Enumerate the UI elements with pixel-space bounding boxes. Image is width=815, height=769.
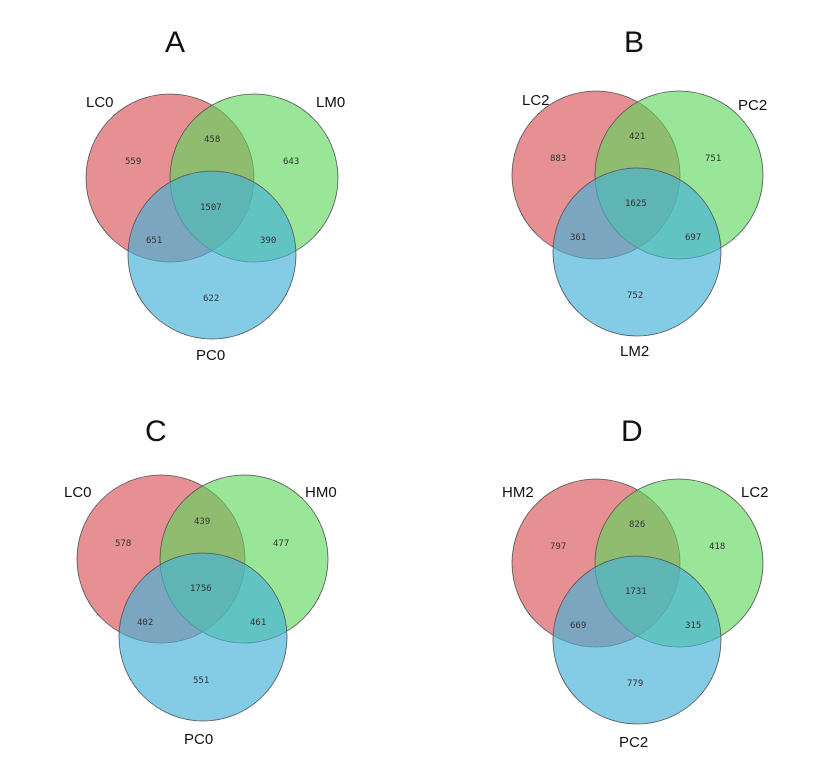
count-1-2: 421 bbox=[629, 132, 645, 142]
set-label-1: LC0 bbox=[86, 94, 114, 111]
set-label-3: PC2 bbox=[619, 734, 648, 751]
set-label-1: LC2 bbox=[522, 92, 550, 109]
count-2-3: 390 bbox=[260, 236, 276, 246]
panel-letter-d: D bbox=[621, 415, 643, 448]
count-2-3: 697 bbox=[685, 233, 701, 243]
count-2-3: 315 bbox=[685, 621, 701, 631]
set-label-2: HM0 bbox=[305, 484, 337, 501]
count-only-2: 477 bbox=[273, 539, 289, 549]
count-only-2: 418 bbox=[709, 542, 725, 552]
set-label-3: PC0 bbox=[196, 347, 225, 364]
set-label-3: LM2 bbox=[620, 343, 649, 360]
count-only-2: 643 bbox=[283, 157, 299, 167]
count-only-1: 797 bbox=[550, 542, 566, 552]
venn-panel-a: A LC0 LM0 PC0 559 643 622 458 651 390 15… bbox=[85, 26, 345, 364]
count-only-1: 883 bbox=[550, 154, 566, 164]
count-1-2: 439 bbox=[194, 517, 210, 527]
set-label-3: PC0 bbox=[184, 731, 213, 748]
set-label-1: LC0 bbox=[64, 484, 92, 501]
count-1-2: 458 bbox=[204, 135, 220, 145]
venn-panel-c: C LC0 HM0 PC0 578 477 551 439 402 461 17… bbox=[64, 415, 337, 748]
panel-letter-a: A bbox=[165, 26, 185, 59]
count-1-3: 669 bbox=[570, 621, 586, 631]
set-circle-pc0 bbox=[118, 552, 288, 722]
count-only-2: 751 bbox=[705, 154, 721, 164]
count-all: 1731 bbox=[625, 587, 647, 597]
set-circle-lm2 bbox=[552, 167, 722, 337]
count-all: 1507 bbox=[200, 203, 222, 213]
count-only-1: 559 bbox=[125, 157, 141, 167]
set-circle-pc2 bbox=[552, 555, 722, 725]
count-2-3: 461 bbox=[250, 618, 266, 628]
count-1-3: 402 bbox=[137, 618, 153, 628]
count-only-1: 578 bbox=[115, 539, 131, 549]
count-1-3: 651 bbox=[146, 236, 162, 246]
venn-panel-b: B LC2 PC2 LM2 883 751 752 421 361 697 16… bbox=[511, 26, 767, 360]
count-1-3: 361 bbox=[570, 233, 586, 243]
set-circle-pc0 bbox=[127, 170, 297, 340]
count-1-2: 826 bbox=[629, 520, 645, 530]
count-only-3: 622 bbox=[203, 294, 219, 304]
count-all: 1756 bbox=[190, 584, 212, 594]
count-all: 1625 bbox=[625, 199, 647, 209]
set-label-1: HM2 bbox=[502, 484, 534, 501]
count-only-3: 779 bbox=[627, 679, 643, 689]
set-label-2: LM0 bbox=[316, 94, 345, 111]
panel-letter-c: C bbox=[145, 415, 167, 448]
set-label-2: LC2 bbox=[741, 484, 769, 501]
set-label-2: PC2 bbox=[738, 97, 767, 114]
panel-letter-b: B bbox=[624, 26, 644, 59]
venn-panel-d: D HM2 LC2 PC2 797 418 779 826 669 315 17… bbox=[502, 415, 769, 751]
count-only-3: 551 bbox=[193, 676, 209, 686]
count-only-3: 752 bbox=[627, 291, 643, 301]
